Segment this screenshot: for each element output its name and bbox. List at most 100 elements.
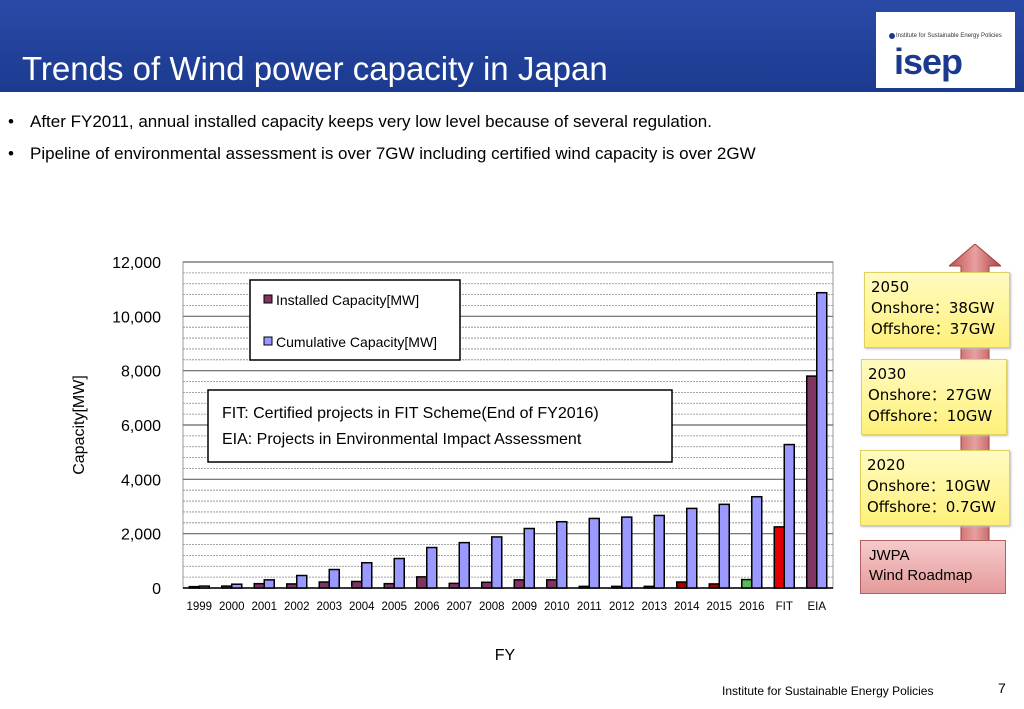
- cumulative-bar: [783, 443, 795, 589]
- installed-bar: [351, 580, 363, 589]
- annotation-box: [207, 389, 673, 463]
- roadmap-offshore: Offshore：0.7GW: [867, 498, 997, 516]
- roadmap-source-line: Wind Roadmap: [869, 567, 973, 584]
- cumulative-bar: [296, 574, 308, 589]
- annotation-fit: FIT: Certified projects in FIT Scheme(En…: [222, 405, 599, 422]
- x-tick-label: 2008: [479, 601, 505, 613]
- x-tick-label: 2015: [706, 601, 732, 613]
- x-tick-label: 2006: [414, 601, 440, 613]
- installed-bar: [708, 583, 720, 589]
- roadmap-offshore: Offshore：37GW: [871, 320, 996, 338]
- cumulative-bar: [263, 579, 275, 589]
- x-tick-label: 2001: [251, 601, 277, 613]
- bullet-list: After FY2011, annual installed capacity …: [8, 112, 756, 176]
- x-tick-label: 2016: [739, 601, 765, 613]
- page-number: 7: [998, 680, 1006, 696]
- installed-bar: [481, 581, 493, 589]
- installed-bar: [806, 375, 818, 589]
- x-tick-label: 1999: [186, 601, 212, 613]
- cumulative-bar: [458, 541, 470, 589]
- x-tick-label: 2004: [349, 601, 375, 613]
- installed-bar: [383, 582, 395, 589]
- isep-logo: Institute for Sustainable Energy Policie…: [876, 12, 1015, 88]
- x-tick-label: 2010: [544, 601, 570, 613]
- roadmap-onshore: Onshore：10GW: [867, 477, 991, 495]
- installed-bar: [318, 581, 330, 589]
- installed-bar: [416, 576, 428, 589]
- installed-bar: [578, 585, 590, 589]
- installed-bar: [253, 582, 265, 589]
- x-tick-label: 2002: [284, 601, 310, 613]
- cumulative-bar: [588, 517, 600, 589]
- x-tick-label: 2007: [446, 601, 472, 613]
- bullet-item: After FY2011, annual installed capacity …: [8, 112, 756, 132]
- y-tick-label: 0: [152, 581, 161, 598]
- roadmap-box-2030: 2030 Onshore：27GW Offshore：10GW: [861, 359, 1007, 435]
- legend-label-installed: Installed Capacity[MW]: [276, 292, 419, 308]
- cumulative-bar: [231, 583, 243, 589]
- x-tick-label: EIA: [807, 601, 826, 613]
- cumulative-bar: [523, 527, 535, 589]
- cumulative-bar: [653, 514, 665, 589]
- x-tick-label: 2009: [511, 601, 537, 613]
- x-axis-label: FY: [495, 647, 516, 664]
- roadmap-year: 2050: [871, 278, 910, 296]
- installed-bar: [611, 585, 623, 589]
- roadmap-box-2020: 2020 Onshore：10GW Offshore：0.7GW: [860, 450, 1010, 526]
- cumulative-bar: [556, 520, 568, 589]
- logo-text: isep: [894, 41, 963, 82]
- bullet-item: Pipeline of environmental assessment is …: [8, 144, 756, 164]
- roadmap-year: 2020: [867, 456, 906, 474]
- y-tick-label: 2,000: [121, 527, 161, 544]
- cumulative-bar: [621, 516, 633, 589]
- cumulative-bar: [491, 536, 503, 589]
- cumulative-bar: [426, 546, 438, 589]
- installed-bar: [741, 578, 753, 589]
- x-tick-label: 2014: [674, 601, 700, 613]
- legend-swatch-cumulative: [263, 336, 273, 346]
- cumulative-bar: [816, 291, 828, 589]
- y-axis-label: Capacity[MW]: [71, 375, 88, 475]
- cumulative-bar: [686, 507, 698, 589]
- x-tick-label: 2013: [641, 601, 667, 613]
- slide-title: Trends of Wind power capacity in Japan: [22, 50, 608, 87]
- x-tick-label: 2005: [381, 601, 407, 613]
- y-tick-label: 4,000: [121, 472, 161, 489]
- installed-bar: [188, 585, 200, 589]
- x-tick-label: 2003: [316, 601, 342, 613]
- roadmap-offshore: Offshore：10GW: [868, 407, 993, 425]
- y-tick-label: 12,000: [112, 255, 161, 272]
- legend-swatch-installed: [263, 294, 273, 304]
- cumulative-bar: [198, 585, 210, 589]
- installed-bar: [448, 582, 460, 589]
- cumulative-bar: [361, 561, 373, 589]
- y-tick-label: 10,000: [112, 309, 161, 326]
- cumulative-bar: [328, 568, 340, 589]
- installed-bar: [221, 585, 233, 589]
- annotation-eia: EIA: Projects in Environmental Impact As…: [222, 431, 582, 448]
- installed-bar: [546, 579, 558, 589]
- legend-box: [249, 279, 461, 361]
- roadmap-onshore: Onshore：27GW: [868, 386, 992, 404]
- cumulative-bar: [393, 557, 405, 589]
- logo-subtitle: Institute for Sustainable Energy Policie…: [896, 33, 1002, 39]
- x-tick-label: 2012: [609, 601, 635, 613]
- installed-bar: [676, 581, 688, 589]
- installed-bar: [773, 526, 785, 589]
- cumulative-bar: [718, 503, 730, 589]
- roadmap-box-2050: 2050 Onshore：38GW Offshore：37GW: [864, 272, 1010, 348]
- roadmap-year: 2030: [868, 365, 907, 383]
- roadmap-source: JWPA Wind Roadmap: [860, 540, 1006, 594]
- roadmap-onshore: Onshore：38GW: [871, 299, 995, 317]
- legend-label-cumulative: Cumulative Capacity[MW]: [276, 334, 437, 350]
- y-tick-label: 6,000: [121, 418, 161, 435]
- installed-bar: [286, 583, 298, 589]
- roadmap-source-line: JWPA: [869, 547, 910, 564]
- logo-dot: [889, 33, 895, 39]
- y-tick-label: 8,000: [121, 364, 161, 381]
- x-tick-label: 2000: [219, 601, 245, 613]
- installed-bar: [513, 579, 525, 589]
- footer-org: Institute for Sustainable Energy Policie…: [722, 684, 934, 698]
- installed-bar: [643, 585, 655, 589]
